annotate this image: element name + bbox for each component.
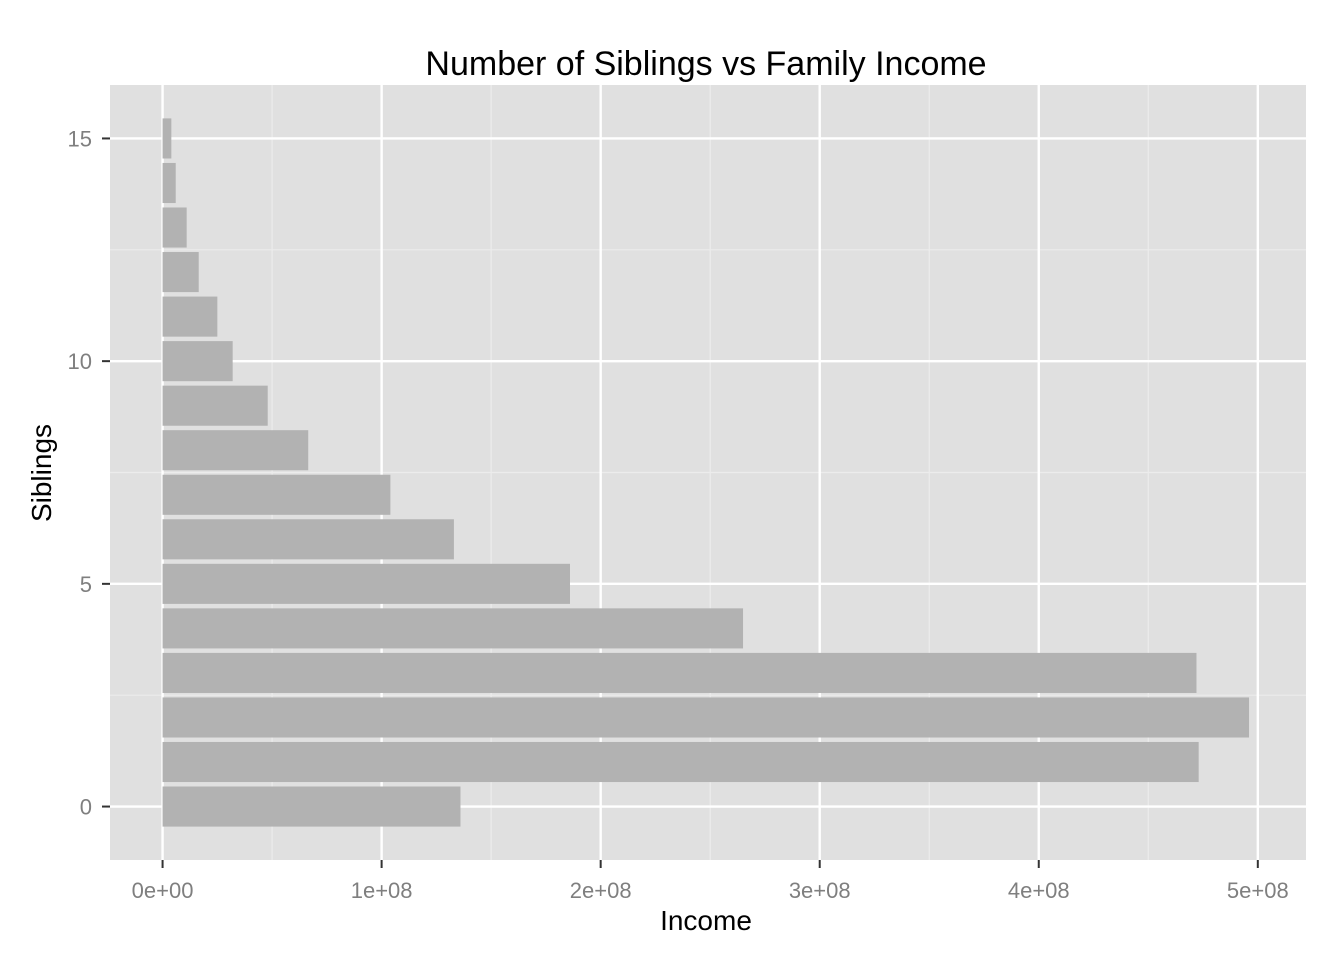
chart-title: Number of Siblings vs Family Income <box>425 45 986 83</box>
bar-siblings-11 <box>162 296 218 337</box>
bar-siblings-1 <box>162 741 1199 783</box>
y-axis-title: Siblings <box>26 424 57 522</box>
bar-siblings-9 <box>162 385 268 426</box>
bar-siblings-12 <box>162 252 199 293</box>
x-tick-label: 3e+08 <box>789 878 851 903</box>
bar-siblings-15 <box>162 118 172 159</box>
bars <box>162 118 1250 827</box>
y-axis: 0 5 10 15 <box>68 126 110 820</box>
y-tick-label: 5 <box>80 572 92 597</box>
minor-gridlines <box>110 85 1306 860</box>
bar-siblings-2 <box>162 697 1250 738</box>
bar-siblings-6 <box>162 519 454 560</box>
bar-siblings-13 <box>162 207 187 248</box>
x-tick-label: 4e+08 <box>1008 878 1070 903</box>
x-tick-label: 5e+08 <box>1227 878 1289 903</box>
bar-siblings-7 <box>162 474 391 515</box>
bar-siblings-5 <box>162 563 571 604</box>
bar-siblings-8 <box>162 430 309 471</box>
y-tick-label: 15 <box>68 126 92 151</box>
x-tick-label: 2e+08 <box>570 878 632 903</box>
bar-siblings-10 <box>162 341 233 382</box>
x-axis-title: Income <box>660 905 752 936</box>
x-tick-label: 0e+00 <box>132 878 194 903</box>
y-tick-label: 10 <box>68 349 92 374</box>
y-tick-label: 0 <box>80 795 92 820</box>
x-tick-label: 1e+08 <box>351 878 413 903</box>
bar-siblings-4 <box>162 608 744 649</box>
bar-siblings-0 <box>162 786 461 827</box>
x-axis: 0e+00 1e+08 2e+08 3e+08 4e+08 5e+08 <box>132 860 1289 903</box>
bar-siblings-3 <box>162 652 1197 693</box>
bar-siblings-14 <box>162 162 176 204</box>
